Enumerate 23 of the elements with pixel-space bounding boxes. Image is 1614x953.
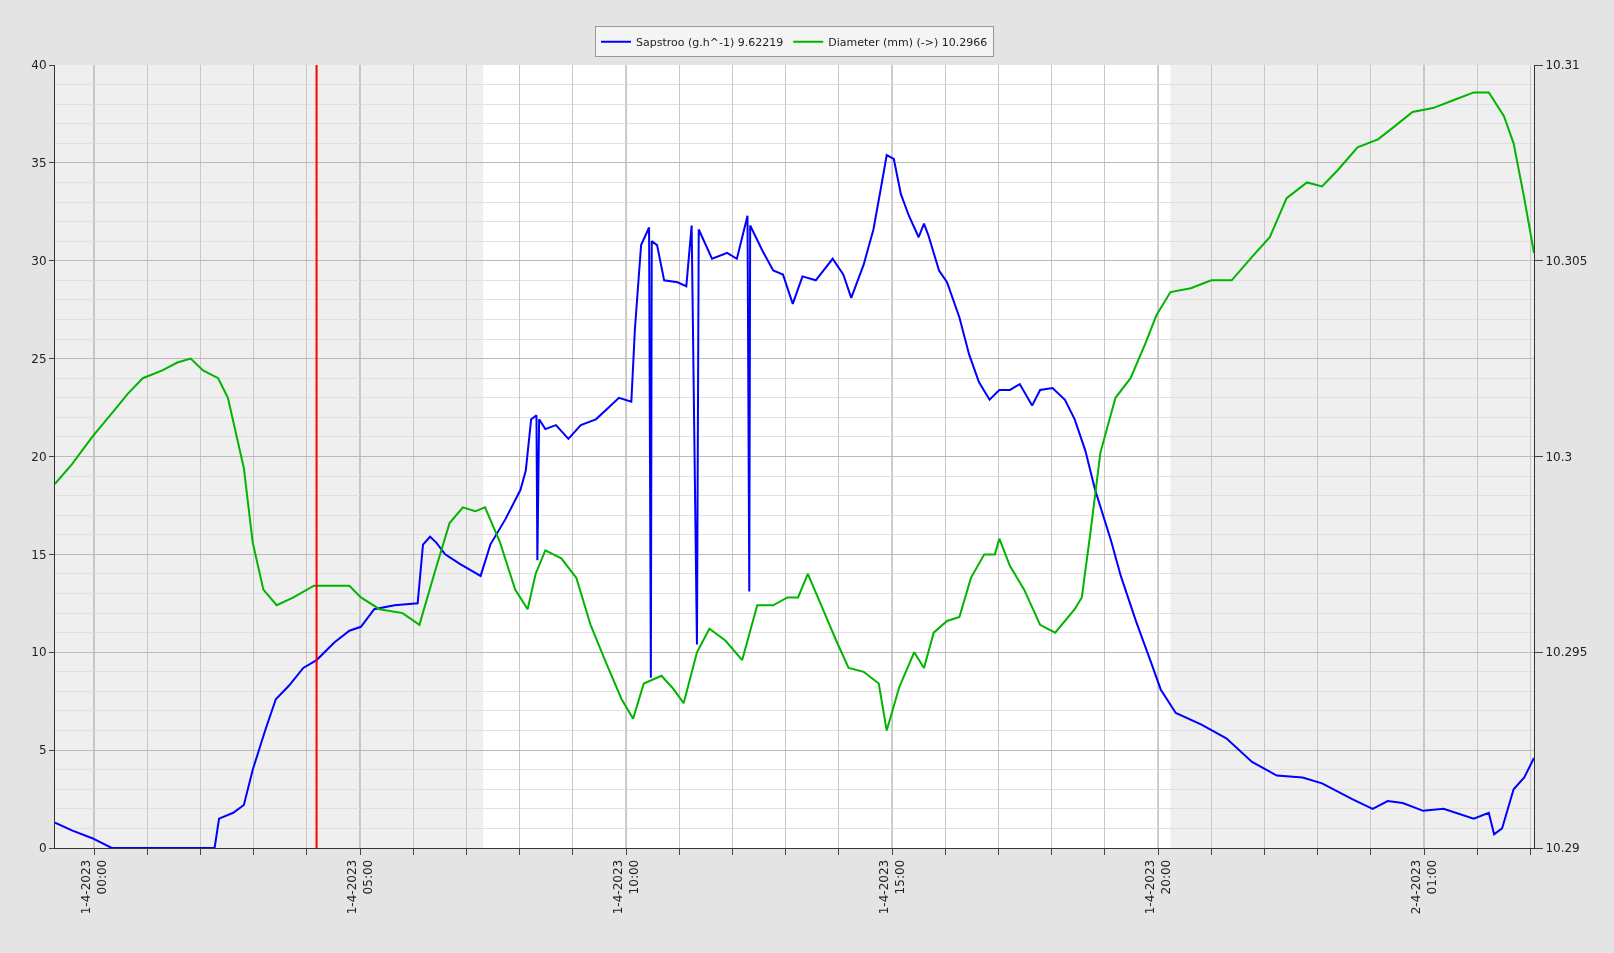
x-tick-label: 1-4-2023 15:00: [877, 859, 907, 915]
y-tick-label: 0: [38, 841, 47, 856]
y-tick-label: 10: [31, 645, 47, 660]
y2-tick-label: 10.31: [1545, 58, 1580, 73]
x-tick-label: 1-4-2023 05:00: [345, 859, 375, 915]
legend-label: Sapstroo (g.h^-1) 9.62219: [636, 35, 784, 49]
y-tick-label: 5: [38, 743, 47, 758]
x-tick-label: 1-4-2023 00:00: [79, 859, 109, 915]
y-tick-label: 30: [31, 253, 47, 268]
x-tick-label: 2-4-2023 01:00: [1409, 859, 1439, 915]
legend-label: Diameter (mm) (->) 10.2966: [828, 35, 988, 49]
y-tick-label: 15: [31, 547, 47, 562]
y-tick-label: 35: [31, 156, 47, 171]
line-series: [55, 91, 1534, 732]
y2-tick-label: 10.305: [1545, 253, 1588, 268]
y-tick-label: 20: [31, 449, 47, 464]
x-tick-label: 1-4-2023 20:00: [1143, 859, 1173, 915]
y2-tick-label: 10.295: [1545, 645, 1588, 660]
y-tick-label: 25: [31, 351, 47, 366]
y2-tick-label: 10.29: [1545, 841, 1580, 856]
y-tick-label: 40: [31, 58, 47, 73]
y2-tick-label: 10.3: [1545, 449, 1573, 464]
x-tick-label: 1-4-2023 10:00: [611, 859, 641, 915]
